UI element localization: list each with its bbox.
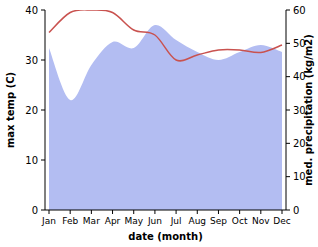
x-tick xyxy=(70,210,71,214)
y2-tick xyxy=(286,76,290,77)
y2-tick xyxy=(286,176,290,177)
x-tick-label: Jun xyxy=(147,216,162,226)
x-tick xyxy=(49,210,50,214)
y-tick xyxy=(41,110,45,111)
x-tick-label: Sep xyxy=(210,216,227,226)
y-tick-label: 0 xyxy=(32,205,38,216)
y2-tick xyxy=(286,10,290,11)
y-tick-label: 30 xyxy=(25,55,38,66)
y2-tick xyxy=(286,110,290,111)
y-tick-label: 10 xyxy=(25,155,38,166)
plot-area xyxy=(49,10,282,210)
x-tick xyxy=(197,210,198,214)
y-tick xyxy=(41,160,45,161)
x-tick-label: Dec xyxy=(273,216,290,226)
y2-axis-label: med. precipitation (kg/m2) xyxy=(303,34,314,186)
y2-tick xyxy=(286,43,290,44)
x-tick xyxy=(133,210,134,214)
x-axis-line xyxy=(45,210,286,211)
x-tick xyxy=(282,210,283,214)
temp-line xyxy=(49,10,282,61)
x-tick xyxy=(112,210,113,214)
precipitation-area xyxy=(49,25,282,210)
x-tick xyxy=(218,210,219,214)
x-tick-label: Nov xyxy=(252,216,270,226)
y-tick-label: 20 xyxy=(25,105,38,116)
y2-tick xyxy=(286,210,290,211)
x-tick-label: Oct xyxy=(232,216,248,226)
x-tick-label: Apr xyxy=(105,216,121,226)
x-tick xyxy=(154,210,155,214)
y2-tick-label: 60 xyxy=(293,5,306,16)
x-tick-label: Jul xyxy=(170,216,182,226)
x-tick-label: Feb xyxy=(62,216,78,226)
y-tick xyxy=(41,10,45,11)
y-tick xyxy=(41,210,45,211)
x-tick xyxy=(176,210,177,214)
y2-tick xyxy=(286,143,290,144)
x-tick xyxy=(91,210,92,214)
x-tick-label: Aug xyxy=(188,216,206,226)
x-tick-label: Mar xyxy=(83,216,100,226)
x-axis-label: date (month) xyxy=(128,231,202,242)
x-tick xyxy=(260,210,261,214)
x-tick-label: May xyxy=(124,216,143,226)
y-axis-label: max temp (C) xyxy=(5,72,16,148)
x-tick xyxy=(239,210,240,214)
y2-tick-label: 0 xyxy=(293,205,299,216)
y-tick-label: 40 xyxy=(25,5,38,16)
chart: 0102030400102030405060JanFebMarAprMayJun… xyxy=(0,0,318,247)
y-tick xyxy=(41,60,45,61)
x-tick-label: Jan xyxy=(41,216,56,226)
